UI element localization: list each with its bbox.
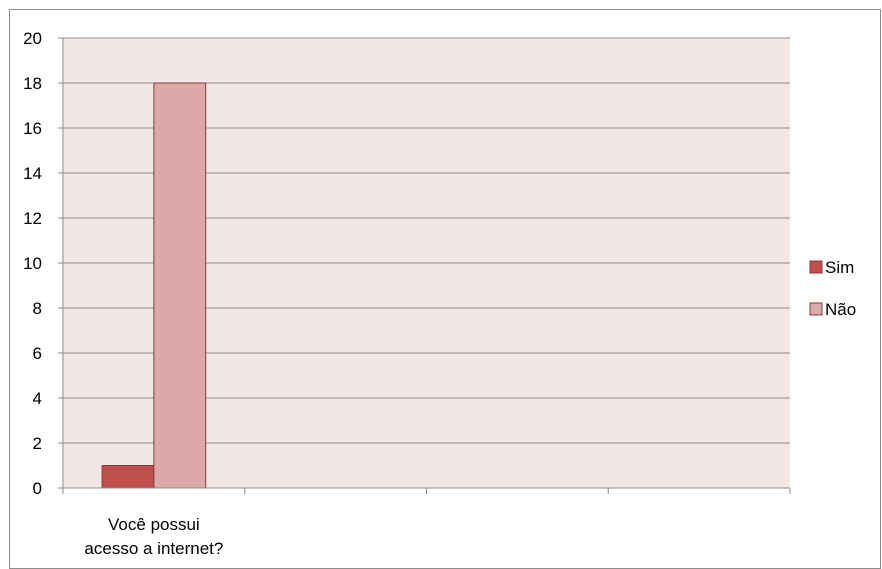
y-tick-label: 4 xyxy=(33,389,42,408)
y-tick-labels: 0 2 4 6 8 10 12 14 16 18 20 xyxy=(23,29,42,498)
x-category-label: acesso a internet? xyxy=(84,539,223,558)
y-tick-label: 8 xyxy=(33,299,42,318)
y-tick-label: 14 xyxy=(23,164,42,183)
legend: Sim Não xyxy=(809,258,856,319)
y-tick-label: 16 xyxy=(23,119,42,138)
bar-sim xyxy=(101,465,155,489)
y-tick-label: 2 xyxy=(33,434,42,453)
x-tick-labels: Você possui acesso a internet? xyxy=(84,515,223,558)
legend-label: Sim xyxy=(825,258,854,277)
y-tick-label: 6 xyxy=(33,344,42,363)
y-tick-label: 18 xyxy=(23,74,42,93)
legend-swatch-sim xyxy=(809,260,823,274)
legend-swatch-n-o xyxy=(809,302,823,316)
x-category-label: Você possui xyxy=(108,515,200,534)
axes xyxy=(58,37,791,494)
y-tick-label: 0 xyxy=(33,479,42,498)
y-tick-label: 20 xyxy=(23,29,42,48)
legend-label: Não xyxy=(825,300,856,319)
y-tick-label: 10 xyxy=(23,254,42,273)
y-tick-label: 12 xyxy=(23,209,42,228)
bar-n-o xyxy=(153,82,207,489)
